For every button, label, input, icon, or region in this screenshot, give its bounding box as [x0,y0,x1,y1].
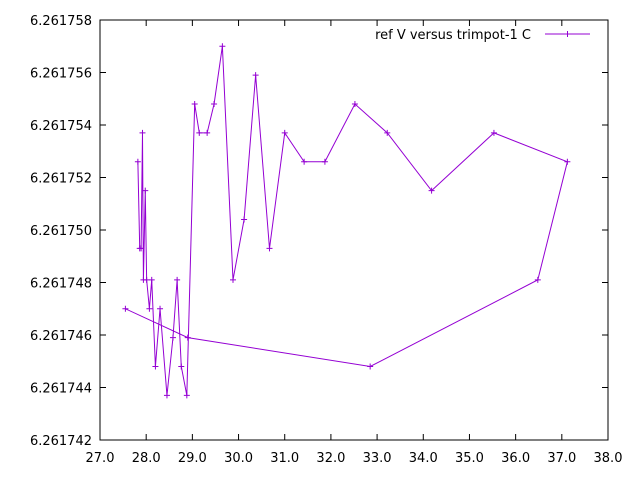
series-line [125,46,568,396]
legend: ref V versus trimpot-1 C [375,28,590,43]
x-tick-label: 35.0 [455,451,484,466]
y-tick-label: 6.261752 [30,172,92,187]
data-point [351,101,358,107]
data-point [564,158,571,165]
data-point [122,305,129,312]
data-point [134,158,141,165]
x-tick-label: 37.0 [547,451,576,466]
data-point [281,129,288,136]
data-point [174,276,181,283]
data-point [152,363,159,370]
data-point [219,43,226,50]
x-tick-label: 38.0 [594,451,623,466]
plot-frame [99,19,609,441]
x-tick-label: 36.0 [501,451,530,466]
data-point [321,158,328,165]
y-tick-label: 6.261742 [30,434,92,449]
data-point [142,187,149,194]
x-tick-label: 34.0 [409,451,438,466]
series-layer [122,43,571,399]
x-tick-label: 28.0 [132,451,161,466]
x-tick-label: 29.0 [178,451,207,466]
y-tick-label: 6.261744 [30,382,92,397]
data-point [196,129,203,136]
data-point [211,101,218,107]
data-point [183,392,190,399]
data-point [169,334,176,341]
data-point [163,392,170,399]
y-axis: 6.261742 6.261744 6.261746 6.261748 6.261750… [30,14,608,449]
y-tick-label: 6.261754 [30,119,92,134]
data-point [148,276,155,283]
data-point [140,276,147,283]
y-tick-label: 6.261750 [30,224,92,239]
data-point [184,334,191,341]
data-point [490,129,497,136]
x-tick-label: 27.0 [86,451,115,466]
y-tick-label: 6.261756 [30,67,92,82]
y-tick-label: 6.261748 [30,277,92,292]
data-point [534,276,541,283]
x-axis: 27.0 28.0 29.0 30.0 31.0 32.0 33.0 34.0 35.0 36.0… [86,20,623,466]
data-point [204,129,211,136]
data-point [241,216,248,223]
data-point [136,245,143,252]
data-point [428,187,435,194]
data-point [139,129,146,136]
data-point [146,305,153,312]
legend-label: ref V versus trimpot-1 C [375,28,531,43]
data-point [191,101,198,107]
data-point [252,72,259,79]
x-tick-label: 32.0 [316,451,345,466]
data-point [178,363,185,370]
data-point [266,245,273,252]
y-tick-label: 6.261758 [30,14,92,29]
x-tick-label: 31.0 [270,451,299,466]
legend-marker-sample [564,31,571,37]
y-tick-label: 6.261746 [30,329,92,344]
data-point [367,363,374,370]
data-point [384,129,391,136]
plot-border [99,19,609,441]
data-point [157,305,164,312]
data-point [301,158,308,165]
x-tick-label: 33.0 [363,451,392,466]
data-point [230,276,237,283]
x-tick-label: 30.0 [224,451,253,466]
